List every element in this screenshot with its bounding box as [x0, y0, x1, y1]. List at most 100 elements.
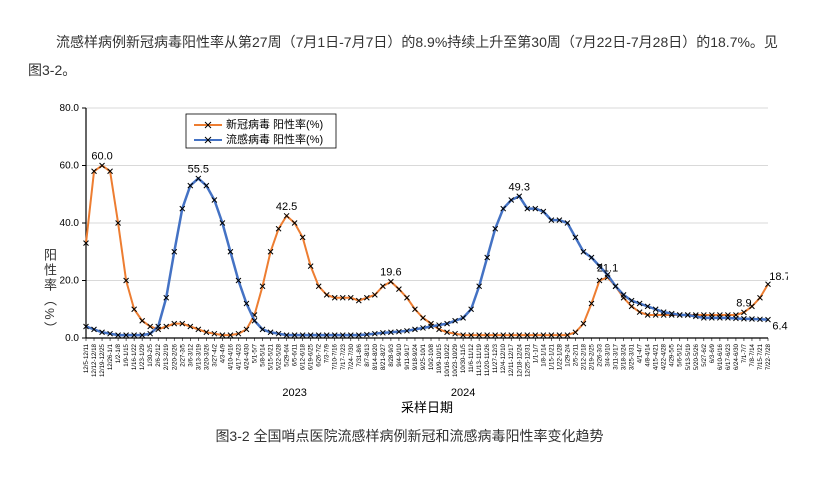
figure-caption: 图3-2 全国哨点医院流感样病例新冠和流感病毒阳性率变化趋势: [28, 426, 791, 446]
svg-text:5/20-5/26: 5/20-5/26: [693, 343, 700, 370]
svg-text:40.0: 40.0: [60, 218, 80, 229]
svg-text:60.0: 60.0: [60, 161, 80, 172]
svg-text:7/24-7/30: 7/24-7/30: [348, 343, 355, 370]
svg-text:4/29-5/5: 4/29-5/5: [669, 343, 676, 366]
svg-text:12/19-12/25: 12/19-12/25: [99, 343, 106, 377]
figure-3-2: 阳性率（%） 0.020.040.060.080.012/5-12/1112/1…: [28, 98, 791, 446]
svg-text:21.1: 21.1: [597, 262, 618, 274]
svg-text:10/16-10/22: 10/16-10/22: [444, 343, 451, 377]
svg-text:4/22-4/28: 4/22-4/28: [661, 343, 668, 370]
svg-text:2/26-3/3: 2/26-3/3: [597, 343, 604, 366]
svg-text:49.3: 49.3: [509, 181, 530, 193]
svg-text:3/13-3/19: 3/13-3/19: [195, 343, 202, 370]
svg-text:9/4-9/10: 9/4-9/10: [396, 343, 403, 366]
svg-text:11/27-12/3: 11/27-12/3: [492, 343, 499, 373]
svg-text:5/13-5/19: 5/13-5/19: [685, 343, 692, 370]
svg-text:3/6-3/12: 3/6-3/12: [187, 343, 194, 366]
svg-text:10/30-11/5: 10/30-11/5: [460, 343, 467, 373]
positivity-trend-chart: 0.0 20.0 40.0 60.0 80.0 12/5-12/1112/12-12/18…: [28, 98, 788, 418]
svg-text:1/2-1/8: 1/2-1/8: [115, 343, 122, 363]
svg-text:8/28-9/3: 8/28-9/3: [388, 343, 395, 366]
svg-text:6/10-6/16: 6/10-6/16: [717, 343, 724, 370]
svg-text:12/25-12/31: 12/25-12/31: [524, 343, 531, 377]
y-axis-label: 阳性率（%）: [40, 248, 59, 337]
svg-text:9/11-9/17: 9/11-9/17: [404, 343, 411, 369]
svg-text:12/5-12/11: 12/5-12/11: [83, 343, 90, 373]
svg-text:4/17-4/23: 4/17-4/23: [235, 343, 242, 370]
svg-text:9/25-10/1: 9/25-10/1: [420, 343, 427, 370]
svg-text:0.0: 0.0: [65, 333, 79, 344]
svg-text:2/6-2/12: 2/6-2/12: [155, 343, 162, 366]
svg-text:3/4-3/10: 3/4-3/10: [605, 343, 612, 366]
svg-text:55.5: 55.5: [188, 163, 209, 175]
svg-text:5/8-5/14: 5/8-5/14: [260, 343, 267, 366]
svg-text:7/1-7/7: 7/1-7/7: [741, 343, 748, 363]
svg-text:42.5: 42.5: [276, 201, 297, 213]
svg-text:3/27-4/2: 3/27-4/2: [211, 343, 218, 366]
svg-text:1/9-1/15: 1/9-1/15: [123, 343, 130, 366]
svg-text:12/26-1/1: 12/26-1/1: [107, 343, 114, 370]
svg-text:11/6-11/12: 11/6-11/12: [468, 343, 475, 372]
svg-text:12/12-12/18: 12/12-12/18: [91, 343, 98, 377]
svg-text:4/8-4/14: 4/8-4/14: [645, 343, 652, 366]
svg-text:6/26-7/2: 6/26-7/2: [316, 343, 323, 366]
svg-text:19.6: 19.6: [380, 267, 401, 279]
svg-text:3/25-3/31: 3/25-3/31: [629, 343, 636, 370]
svg-text:6/12-6/18: 6/12-6/18: [300, 343, 307, 370]
svg-text:5/15-5/21: 5/15-5/21: [268, 343, 275, 370]
svg-text:4/10-4/16: 4/10-4/16: [227, 343, 234, 370]
svg-text:流感病毒 阳性率(%): 流感病毒 阳性率(%): [226, 132, 323, 146]
svg-text:8/21-8/27: 8/21-8/27: [380, 343, 387, 370]
svg-text:2024: 2024: [451, 387, 475, 399]
svg-text:采样日期: 采样日期: [401, 400, 453, 415]
svg-text:5/6-5/12: 5/6-5/12: [677, 343, 684, 366]
svg-text:4/24-4/30: 4/24-4/30: [243, 343, 250, 370]
svg-text:6/19-6/25: 6/19-6/25: [308, 343, 315, 370]
svg-text:4/15-4/21: 4/15-4/21: [653, 343, 660, 370]
svg-text:7/3-7/9: 7/3-7/9: [324, 343, 331, 363]
svg-text:2/20-2/26: 2/20-2/26: [171, 343, 178, 370]
svg-text:1/23-1/29: 1/23-1/29: [139, 343, 146, 370]
svg-text:7/15-7/21: 7/15-7/21: [757, 343, 764, 370]
svg-text:11/13-11/19: 11/13-11/19: [476, 343, 483, 376]
svg-text:10/2-10/8: 10/2-10/8: [428, 343, 435, 370]
svg-text:1/30-2/5: 1/30-2/5: [147, 343, 154, 366]
svg-text:1/16-1/22: 1/16-1/22: [131, 343, 138, 370]
svg-text:7/17-7/23: 7/17-7/23: [340, 343, 347, 370]
svg-text:2/12-2/18: 2/12-2/18: [580, 343, 587, 370]
svg-text:5/1-5/7: 5/1-5/7: [251, 343, 258, 363]
svg-text:20.0: 20.0: [60, 276, 80, 287]
svg-text:80.0: 80.0: [60, 103, 80, 114]
svg-text:2023: 2023: [282, 387, 306, 399]
svg-text:12/18-12/24: 12/18-12/24: [516, 343, 523, 377]
svg-text:11/20-11/26: 11/20-11/26: [484, 343, 491, 376]
svg-text:新冠病毒 阳性率(%): 新冠病毒 阳性率(%): [226, 117, 323, 131]
svg-text:3/20-3/26: 3/20-3/26: [203, 343, 210, 370]
svg-text:8/14-8/20: 8/14-8/20: [372, 343, 379, 370]
svg-text:6.4: 6.4: [772, 321, 787, 333]
svg-text:2/19-2/25: 2/19-2/25: [588, 343, 595, 370]
svg-text:6/3-6/9: 6/3-6/9: [709, 343, 716, 363]
svg-text:7/10-7/16: 7/10-7/16: [332, 343, 339, 370]
svg-text:10/23-10/29: 10/23-10/29: [452, 343, 459, 377]
svg-text:8.9: 8.9: [736, 297, 751, 309]
svg-text:1/29-2/4: 1/29-2/4: [564, 343, 571, 366]
svg-text:5/29-6/4: 5/29-6/4: [284, 343, 291, 366]
svg-text:4/1-4/7: 4/1-4/7: [637, 343, 644, 363]
svg-text:2/27-3/5: 2/27-3/5: [179, 343, 186, 366]
svg-text:12/4-12/10: 12/4-12/10: [500, 343, 507, 373]
svg-text:6/24-6/30: 6/24-6/30: [733, 343, 740, 370]
svg-text:2/13-2/19: 2/13-2/19: [163, 343, 170, 370]
svg-text:60.0: 60.0: [91, 151, 112, 163]
svg-text:4/3-4/9: 4/3-4/9: [219, 343, 226, 363]
svg-text:10/9-10/15: 10/9-10/15: [436, 343, 443, 373]
svg-text:7/31-8/6: 7/31-8/6: [356, 343, 363, 366]
svg-text:3/18-3/24: 3/18-3/24: [621, 343, 628, 370]
svg-text:6/5-6/11: 6/5-6/11: [292, 343, 299, 366]
svg-text:2/5-2/11: 2/5-2/11: [572, 343, 579, 366]
svg-text:5/27-6/2: 5/27-6/2: [701, 343, 708, 366]
svg-text:12/11-12/17: 12/11-12/17: [508, 343, 515, 376]
svg-text:1/22-1/28: 1/22-1/28: [556, 343, 563, 370]
svg-text:1/15-1/21: 1/15-1/21: [548, 343, 555, 370]
svg-text:1/8-1/14: 1/8-1/14: [540, 343, 547, 366]
